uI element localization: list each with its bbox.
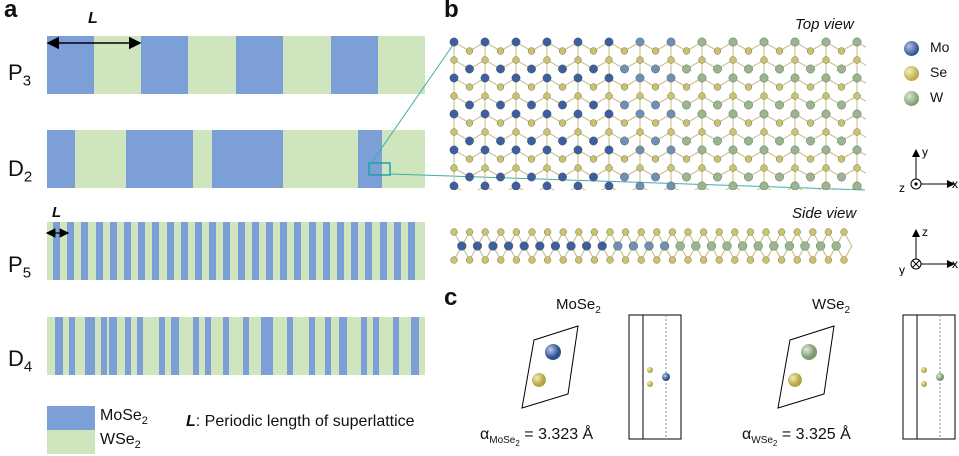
mose2-segment [266, 222, 273, 280]
period-length-arrow-p3 [46, 36, 142, 50]
row-label-d2: D2 [8, 156, 33, 186]
mose2-segment [171, 317, 179, 375]
mose2-segment [109, 222, 117, 280]
wse2-title: WSe2 [812, 296, 851, 316]
top-view-title: Top view [795, 16, 854, 33]
se-atom-icon [904, 66, 919, 81]
axis-x-label: x [952, 177, 958, 191]
wse2-unit-cell-top [777, 325, 835, 409]
legend-label-wse2: WSe2 [100, 431, 141, 452]
mose2-segment [85, 317, 95, 375]
mose2-segment [339, 317, 347, 375]
axis-z-label: z [899, 181, 905, 195]
mose2-segment [124, 222, 131, 280]
mose2-segment [125, 317, 131, 375]
mose2-segment [81, 222, 89, 280]
mose2-segment [193, 317, 199, 375]
axis-y-label: y [922, 145, 928, 159]
mose2-segment [67, 222, 75, 280]
top-view-lattice [449, 37, 866, 190]
mose2-segment [47, 130, 75, 188]
axis-z-label: z [922, 225, 928, 239]
mose2-segment [411, 317, 419, 375]
mose2-segment [322, 222, 330, 280]
legend-label-mose2: MoSe2 [100, 407, 148, 428]
mose2-segment [109, 317, 117, 375]
axes-top-view: y x z [899, 145, 958, 195]
side-view-lattice [450, 228, 853, 264]
mose2-segment [243, 317, 249, 375]
mose2-segment [337, 222, 344, 280]
mose2-segment [223, 222, 231, 280]
panel-a-letter: a [4, 0, 18, 23]
period-length-arrow-p5 [45, 228, 70, 238]
mose2-segment [408, 222, 415, 280]
mose2-unit-cell-top [521, 325, 579, 409]
mose2-segment [53, 222, 60, 280]
mose2-segment [209, 222, 217, 280]
mose2-segment [331, 36, 378, 94]
mose2-title: MoSe2 [556, 296, 601, 316]
mose2-segment [137, 317, 143, 375]
mose2-unit-cell-side [628, 314, 682, 440]
mose2-segment [309, 317, 315, 375]
mose2-segment [365, 222, 373, 280]
period-length-label-p5: L [52, 204, 62, 221]
superlattice-strip-p5 [47, 222, 425, 280]
mose2-segment [95, 222, 103, 280]
mose2-segment [223, 317, 229, 375]
mose2-segment [325, 317, 331, 375]
mose2-segment [393, 222, 401, 280]
row-label-d4: D4 [8, 346, 33, 376]
mose2-segment [287, 317, 293, 375]
mose2-segment [138, 222, 146, 280]
mose2-segment [212, 130, 283, 188]
mose2-segment [294, 222, 302, 280]
mose2-segment [237, 222, 245, 280]
wse2-unit-cell-side [902, 314, 956, 440]
axis-y-label: y [899, 263, 905, 276]
mose2-segment [393, 317, 399, 375]
mose2-segment [166, 222, 174, 280]
row-label-p3: P3 [8, 60, 32, 90]
superlattice-strip-d4 [47, 317, 425, 375]
mose2-segment [358, 130, 382, 188]
mose2-segment [195, 222, 202, 280]
mose2-segment [280, 222, 288, 280]
mose2-segment [261, 317, 273, 375]
row-label-p5: P5 [8, 252, 32, 282]
mose2-segment [236, 36, 283, 94]
w-atom-icon [904, 91, 919, 106]
mose2-segment [351, 222, 359, 280]
side-view-title: Side view [792, 205, 857, 222]
mose2-lattice-constant: αMoSe2 = 3.323 Å [480, 426, 594, 449]
mose2-segment [379, 222, 387, 280]
axis-x-label: x [952, 257, 958, 271]
legend-swatch-wse2 [47, 430, 95, 454]
mose2-segment [308, 222, 316, 280]
mose2-segment [141, 36, 188, 94]
panel-b-letter: b [444, 0, 459, 23]
period-length-label-p3: L [88, 10, 98, 27]
mose2-segment [180, 222, 188, 280]
mose2-segment [205, 317, 211, 375]
mose2-segment [69, 317, 75, 375]
period-length-note: L: Periodic length of superlattice [186, 413, 415, 430]
mose2-segment [251, 222, 259, 280]
atom-legend: Mo Se W [900, 38, 956, 108]
mose2-segment [152, 222, 160, 280]
mose2-segment [361, 317, 367, 375]
superlattice-strip-d2 [47, 130, 425, 188]
axes-side-view: z x y [899, 225, 958, 276]
mose2-segment [373, 317, 379, 375]
mo-atom-icon [904, 41, 919, 56]
mose2-segment [126, 130, 193, 188]
legend-swatch-mose2 [47, 406, 95, 430]
mose2-segment [55, 317, 63, 375]
mose2-segment [159, 317, 165, 375]
wse2-lattice-constant: αWSe2 = 3.325 Å [742, 426, 851, 449]
mose2-segment [101, 317, 107, 375]
panel-c-letter: c [444, 284, 458, 311]
